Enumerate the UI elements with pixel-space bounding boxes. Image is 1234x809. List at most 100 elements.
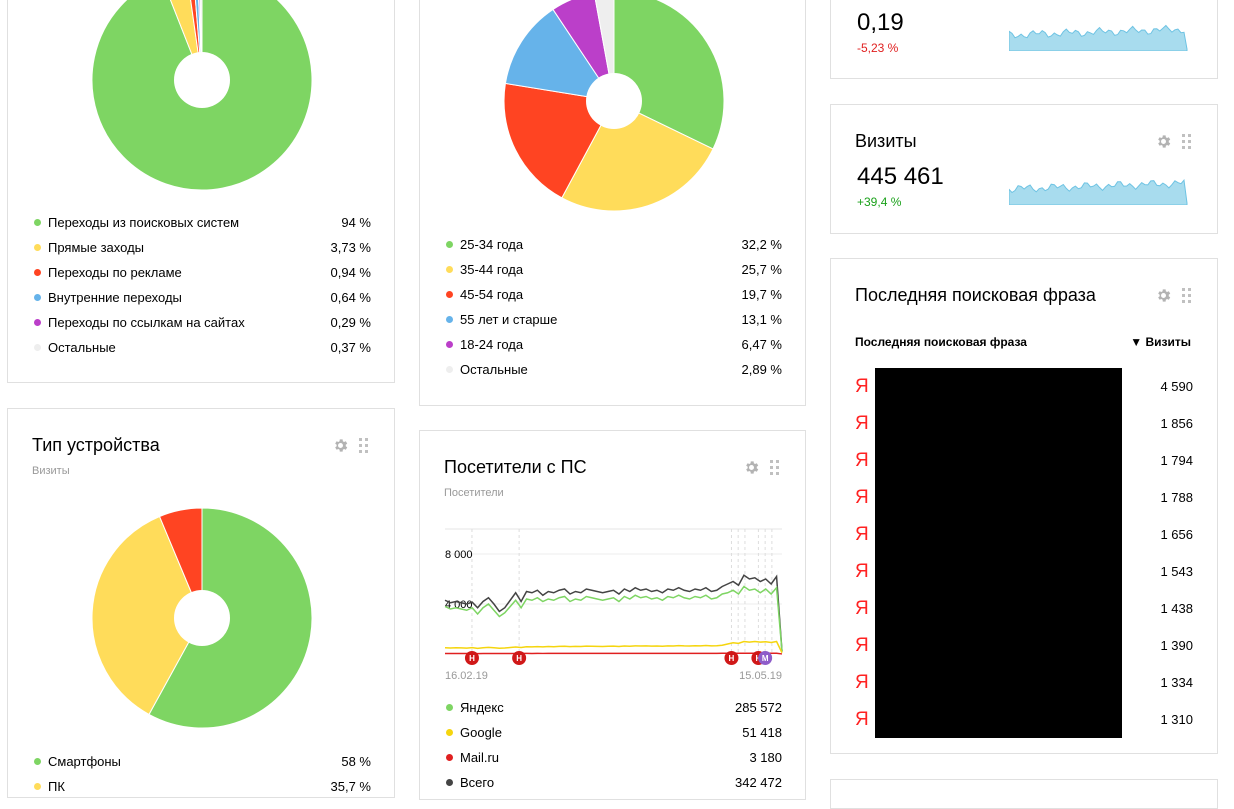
legend-dot-icon xyxy=(446,754,453,761)
gear-icon[interactable] xyxy=(1155,133,1172,150)
yandex-icon: Я xyxy=(855,708,869,730)
legend-label: Внутренние переходы xyxy=(48,290,182,305)
visits-value: 1 310 xyxy=(1160,712,1193,727)
legend-dot-icon xyxy=(446,729,453,736)
x-tick-label: 16.02.19 xyxy=(445,670,488,681)
legend-item[interactable]: Mail.ru 3 180 xyxy=(446,745,782,770)
pie-slice-6[interactable] xyxy=(199,0,203,81)
legend-label: 55 лет и старше xyxy=(460,312,558,327)
legend-item[interactable]: 18-24 года 6,47 % xyxy=(446,332,782,357)
y-tick-label: 8 000 xyxy=(445,549,473,561)
table-row[interactable]: Я 1 794 xyxy=(855,442,1193,479)
table-row[interactable]: Я 1 788 xyxy=(855,479,1193,516)
device-type-title: Тип устройства xyxy=(32,435,160,455)
event-marker[interactable]: М xyxy=(758,651,773,665)
table-row[interactable]: Я 1 334 xyxy=(855,664,1193,701)
legend-label: Mail.ru xyxy=(460,750,500,765)
search-visitors-title: Посетители с ПС xyxy=(444,457,587,477)
redacted-phrase xyxy=(875,701,1122,738)
yandex-icon: Я xyxy=(855,671,869,693)
redacted-phrase xyxy=(875,405,1122,442)
traffic-sources-legend: Переходы из поисковых систем 94 % Прямые з… xyxy=(34,210,371,360)
visits-metric-value: 445 461 xyxy=(857,163,944,190)
legend-dot-icon xyxy=(34,244,41,251)
pie-slice-4[interactable] xyxy=(193,0,203,81)
legend-label: Переходы из поисковых систем xyxy=(48,215,240,230)
legend-value: 35,7 % xyxy=(330,779,371,794)
pie-slice-5[interactable] xyxy=(552,0,615,102)
legend-item[interactable]: Переходы по рекламе 0,94 % xyxy=(34,260,371,285)
series-line-1[interactable] xyxy=(444,574,783,652)
bottom-card xyxy=(830,779,1218,809)
gear-icon[interactable] xyxy=(332,437,349,454)
pie-slice-1[interactable] xyxy=(613,0,725,150)
last-phrase-tools xyxy=(1155,287,1191,304)
pie-slice-2[interactable] xyxy=(91,515,203,716)
depth-metric-delta: -5,23 % xyxy=(857,41,899,55)
table-row[interactable]: Я 1 856 xyxy=(855,405,1193,442)
search-visitors-tools xyxy=(743,459,779,476)
drag-handle-icon[interactable] xyxy=(1182,134,1191,149)
table-row[interactable]: Я 1 390 xyxy=(855,627,1193,664)
legend-item[interactable]: ПК 35,7 % xyxy=(34,774,371,799)
event-marker[interactable]: Н xyxy=(464,651,479,665)
legend-label: Переходы по ссылкам на сайтах xyxy=(48,315,245,330)
legend-dot-icon xyxy=(446,291,453,298)
table-row[interactable]: Я 1 438 xyxy=(855,590,1193,627)
legend-value: 0,37 % xyxy=(330,340,371,355)
legend-value: 19,7 % xyxy=(741,287,782,302)
table-row[interactable]: Я 1 310 xyxy=(855,701,1193,738)
legend-value: 3 180 xyxy=(749,750,782,765)
table-row[interactable]: Я 1 543 xyxy=(855,553,1193,590)
age-card: 25-34 года 32,2 % 35-44 года 25,7 % 45-54 го… xyxy=(419,0,806,406)
traffic-sources-pie xyxy=(91,0,313,191)
drag-handle-icon[interactable] xyxy=(770,460,779,475)
device-type-legend: Смартфоны 58 % ПК 35,7 % xyxy=(34,749,371,799)
legend-item[interactable]: Google 51 418 xyxy=(446,720,782,745)
visits-value: 1 788 xyxy=(1160,490,1193,505)
table-row[interactable]: Я 4 590 xyxy=(855,368,1193,405)
table-row[interactable]: Я 1 656 xyxy=(855,516,1193,553)
legend-item[interactable]: Переходы по ссылкам на сайтах 0,29 % xyxy=(34,310,371,335)
legend-item[interactable]: Смартфоны 58 % xyxy=(34,749,371,774)
pie-slice-3[interactable] xyxy=(158,507,203,619)
pie-slice-6[interactable] xyxy=(594,0,615,102)
legend-label: Всего xyxy=(460,775,495,790)
legend-item[interactable]: 55 лет и старше 13,1 % xyxy=(446,307,782,332)
legend-item[interactable]: Остальные 0,37 % xyxy=(34,335,371,360)
legend-item[interactable]: Переходы из поисковых систем 94 % xyxy=(34,210,371,235)
legend-dot-icon xyxy=(34,319,41,326)
event-marker[interactable]: Н xyxy=(724,651,739,665)
pie-slice-4[interactable] xyxy=(504,8,616,102)
series-line-4[interactable] xyxy=(444,652,783,655)
pie-slice-1[interactable] xyxy=(148,507,313,729)
event-marker[interactable]: Н xyxy=(512,651,527,665)
legend-item[interactable]: Остальные 2,89 % xyxy=(446,357,782,382)
gear-icon[interactable] xyxy=(1155,287,1172,304)
legend-item[interactable]: 35-44 года 25,7 % xyxy=(446,257,782,282)
visits-value: 1 438 xyxy=(1160,601,1193,616)
device-type-card: Тип устройства Визиты Смартфоны 58 % ПК 35,… xyxy=(7,408,395,798)
legend-item[interactable]: Яндекс 285 572 xyxy=(446,695,782,720)
legend-value: 58 % xyxy=(341,754,371,769)
yandex-icon: Я xyxy=(855,560,869,582)
legend-value: 3,73 % xyxy=(330,240,371,255)
redacted-phrase xyxy=(875,368,1122,405)
device-type-subtitle: Визиты xyxy=(32,465,70,477)
gear-icon[interactable] xyxy=(743,459,760,476)
legend-label: Google xyxy=(460,725,502,740)
redacted-phrase xyxy=(875,479,1122,516)
legend-item[interactable]: 45-54 года 19,7 % xyxy=(446,282,782,307)
legend-item[interactable]: Прямые заходы 3,73 % xyxy=(34,235,371,260)
column-header-visits[interactable]: ▼ Визиты xyxy=(1130,335,1191,349)
legend-item[interactable]: 25-34 года 32,2 % xyxy=(446,232,782,257)
legend-label: 25-34 года xyxy=(460,237,524,252)
legend-dot-icon xyxy=(446,366,453,373)
series-line-3[interactable] xyxy=(444,640,783,654)
drag-handle-icon[interactable] xyxy=(1182,288,1191,303)
series-line-2[interactable] xyxy=(444,585,783,652)
pie-slice-3[interactable] xyxy=(503,82,615,199)
legend-item[interactable]: Внутренние переходы 0,64 % xyxy=(34,285,371,310)
legend-item[interactable]: Всего 342 472 xyxy=(446,770,782,795)
drag-handle-icon[interactable] xyxy=(359,438,368,453)
